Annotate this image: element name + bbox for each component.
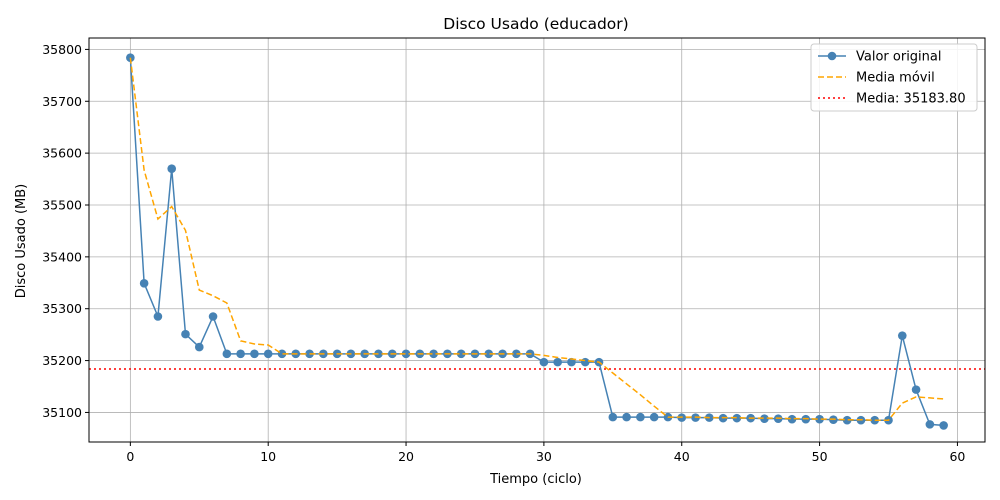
legend-label: Media móvil (856, 71, 935, 86)
data-point (263, 349, 273, 359)
data-point (208, 312, 218, 321)
data-point (939, 421, 948, 430)
y-tick-label: 35500 (42, 197, 82, 212)
data-point (250, 349, 259, 359)
data-point (732, 413, 742, 423)
data-point (236, 349, 245, 359)
data-point (649, 412, 659, 422)
data-point (429, 349, 438, 359)
data-point (897, 331, 907, 340)
x-tick-label: 0 (126, 449, 134, 464)
y-axis-label: Disco Usado (MB) (14, 184, 29, 299)
data-point (622, 412, 631, 422)
x-tick-label: 30 (536, 449, 552, 464)
data-point (484, 349, 494, 359)
legend-box (810, 43, 978, 112)
data-point (153, 312, 163, 321)
x-tick-label: 20 (398, 449, 414, 464)
data-point (194, 342, 204, 352)
legend-label: Valor original (856, 50, 941, 65)
y-tick-label: 35800 (42, 42, 82, 57)
x-tick-label: 40 (674, 449, 690, 464)
data-point (815, 414, 824, 424)
data-point (842, 415, 852, 425)
data-point (539, 357, 549, 367)
data-point (222, 349, 232, 359)
chart-title: Disco Usado (educador) (443, 15, 628, 33)
data-point (139, 279, 149, 288)
series-layer (126, 53, 948, 430)
plot-frame (88, 37, 986, 443)
data-point (181, 329, 190, 339)
y-tick-label: 35200 (42, 353, 82, 368)
data-point (456, 349, 466, 359)
data-point (787, 414, 797, 424)
data-point (925, 420, 935, 429)
ticks-layer: 0 10 20 30 40 50 60 35100 35200 35300 35400 35500 35… (42, 42, 965, 464)
legend-marker (827, 51, 837, 61)
y-tick-label: 35400 (42, 249, 82, 264)
data-point (636, 412, 645, 422)
data-point (553, 357, 562, 367)
x-tick-label: 50 (812, 449, 828, 464)
original-value-line (129, 57, 944, 427)
data-point (167, 164, 177, 173)
y-tick-label: 35700 (42, 94, 82, 109)
data-point (580, 357, 590, 367)
y-tick-label: 35600 (42, 146, 82, 161)
y-tick-label: 35300 (42, 301, 82, 316)
x-tick-label: 10 (260, 449, 276, 464)
legend-label: Media: 35183.80 (856, 92, 966, 107)
data-point (760, 414, 769, 423)
data-point (512, 349, 521, 359)
x-axis-label: Tiempo (ciclo) (489, 472, 582, 487)
x-tick-label: 60 (949, 449, 965, 464)
legend: Valor original Media móvil Media: 35183.80 (810, 43, 978, 112)
data-point (911, 385, 921, 394)
data-point (608, 412, 618, 422)
moving-average-line (129, 57, 944, 421)
data-point (401, 349, 411, 359)
y-tick-label: 35100 (42, 405, 82, 420)
